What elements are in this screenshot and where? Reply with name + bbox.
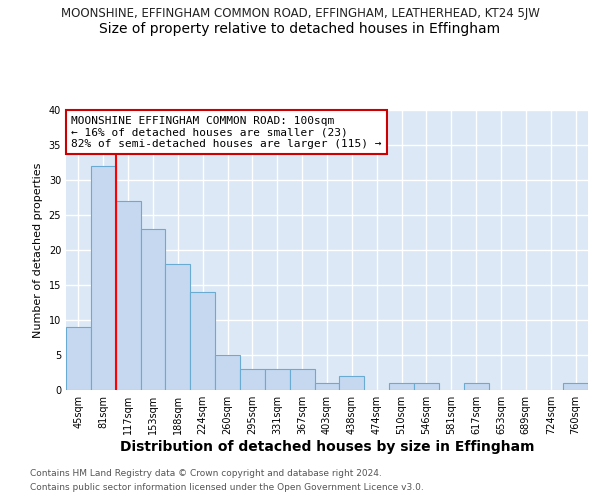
- Bar: [166, 264, 190, 390]
- Bar: [240, 369, 265, 390]
- Bar: [190, 292, 215, 390]
- Bar: [340, 376, 364, 390]
- Bar: [91, 166, 116, 390]
- Bar: [464, 383, 488, 390]
- Text: Size of property relative to detached houses in Effingham: Size of property relative to detached ho…: [100, 22, 500, 36]
- Bar: [116, 201, 140, 390]
- X-axis label: Distribution of detached houses by size in Effingham: Distribution of detached houses by size …: [120, 440, 534, 454]
- Text: Contains public sector information licensed under the Open Government Licence v3: Contains public sector information licen…: [30, 484, 424, 492]
- Text: MOONSHINE, EFFINGHAM COMMON ROAD, EFFINGHAM, LEATHERHEAD, KT24 5JW: MOONSHINE, EFFINGHAM COMMON ROAD, EFFING…: [61, 8, 539, 20]
- Bar: [389, 383, 414, 390]
- Bar: [563, 383, 588, 390]
- Bar: [414, 383, 439, 390]
- Bar: [215, 355, 240, 390]
- Text: MOONSHINE EFFINGHAM COMMON ROAD: 100sqm
← 16% of detached houses are smaller (23: MOONSHINE EFFINGHAM COMMON ROAD: 100sqm …: [71, 116, 382, 149]
- Bar: [290, 369, 314, 390]
- Bar: [140, 229, 166, 390]
- Bar: [314, 383, 340, 390]
- Y-axis label: Number of detached properties: Number of detached properties: [33, 162, 43, 338]
- Text: Contains HM Land Registry data © Crown copyright and database right 2024.: Contains HM Land Registry data © Crown c…: [30, 468, 382, 477]
- Bar: [66, 327, 91, 390]
- Bar: [265, 369, 290, 390]
